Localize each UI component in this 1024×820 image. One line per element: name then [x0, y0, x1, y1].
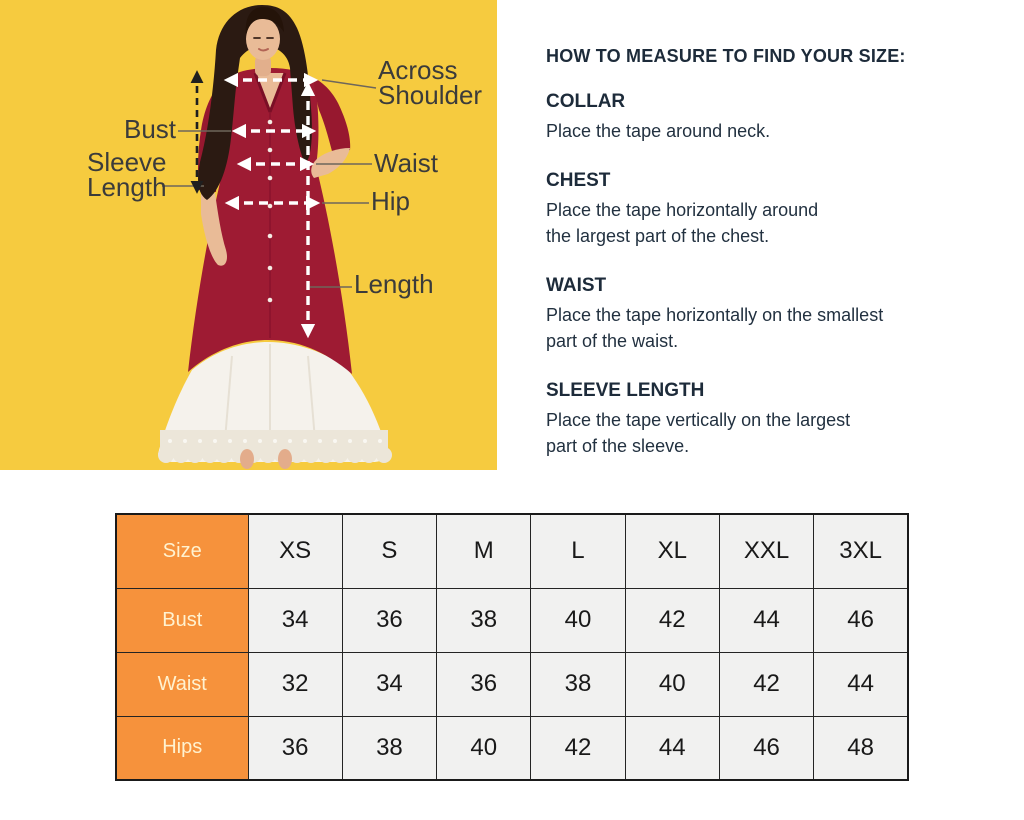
right-sleeve: [311, 78, 351, 178]
body-line: Place the tape horizontally around: [546, 200, 819, 220]
size-value-cell: 46: [718, 715, 815, 781]
size-value-cell: 32: [247, 651, 343, 717]
size-value-cell: 34: [341, 651, 438, 717]
leader-lines: [162, 79, 377, 288]
size-value-cell: 42: [718, 651, 815, 717]
size-value-cell: 48: [813, 715, 909, 781]
table-row: Waist 32 34 36 38 40 42 44: [115, 651, 909, 717]
row-label: Bust: [115, 587, 249, 653]
section-body: Place the tape around neck.: [546, 118, 978, 144]
section-title: COLLAR: [546, 91, 626, 112]
size-chart-body: Bust 34 36 38 40 42 44 46 Waist 32 34 36 38 40 42 44 Hip…: [115, 587, 909, 781]
size-value-cell: 36: [341, 587, 438, 653]
table-row: Bust 34 36 38 40 42 44 46: [115, 587, 909, 653]
section-body: Place the tape horizontally on the small…: [546, 302, 978, 354]
size-value-cell: 36: [436, 651, 532, 717]
body-line: Place the tape vertically on the largest: [546, 410, 851, 430]
measurement-hero: Across Shoulder Bust Sleeve Length Waist…: [0, 0, 905, 470]
body-line: part of the sleeve.: [546, 436, 690, 456]
howto-section-sleeve-length: SLEEVE LENGTH Place the tape vertically …: [546, 380, 978, 459]
body-line: Place the tape around neck.: [546, 121, 771, 141]
yellow-background-panel: Across Shoulder Bust Sleeve Length Waist…: [0, 0, 497, 470]
size-value-cell: 42: [530, 715, 626, 781]
howto-section-collar: COLLAR Place the tape around neck.: [546, 91, 978, 144]
head: [198, 5, 312, 200]
lace-trim: [158, 430, 392, 463]
section-body: Place the tape horizontally around the l…: [546, 197, 978, 249]
size-column-header: XXL: [718, 513, 815, 589]
section-body: Place the tape vertically on the largest…: [546, 407, 978, 459]
size-column-header: XL: [624, 513, 720, 589]
size-corner-header: Size: [115, 513, 249, 589]
left-forearm: [201, 193, 228, 266]
size-column-header: M: [436, 513, 532, 589]
size-value-cell: 34: [247, 587, 343, 653]
size-chart-head: Size XS S M L XL XXL 3XL: [115, 513, 909, 589]
size-column-header: 3XL: [813, 513, 909, 589]
hair: [198, 5, 312, 200]
face: [246, 18, 280, 60]
table-row: Hips 36 38 40 42 44 46 48: [115, 715, 909, 781]
howto-section-chest: CHEST Place the tape horizontally around…: [546, 170, 978, 249]
size-value-cell: 38: [436, 587, 532, 653]
body-line: Place the tape horizontally on the small…: [546, 305, 884, 325]
size-value-cell: 38: [341, 715, 438, 781]
size-value-cell: 46: [813, 587, 909, 653]
table-header-row: Size XS S M L XL XXL 3XL: [115, 513, 909, 589]
howto-heading: HOW TO MEASURE TO FIND YOUR SIZE:: [546, 46, 906, 66]
measure-instructions: HOW TO MEASURE TO FIND YOUR SIZE: COLLAR…: [546, 45, 978, 485]
body-line: the largest part of the chest.: [546, 226, 770, 246]
right-forearm: [311, 148, 350, 178]
section-title: CHEST: [546, 170, 611, 191]
size-value-cell: 42: [624, 587, 720, 653]
size-value-cell: 40: [624, 651, 720, 717]
row-label: Hips: [115, 715, 249, 781]
howto-section-waist: WAIST Place the tape horizontally on the…: [546, 275, 978, 354]
row-label: Waist: [115, 651, 249, 717]
size-chart: Size XS S M L XL XXL 3XL Bust 34 36 38 40 42 44 46 Wais…: [115, 513, 909, 781]
size-value-cell: 40: [436, 715, 532, 781]
model-illustration: [158, 5, 392, 469]
hair-front: [245, 7, 284, 36]
size-column-header: L: [530, 513, 626, 589]
size-value-cell: 38: [530, 651, 626, 717]
size-chart-table: Size XS S M L XL XXL 3XL Bust 34 36 38 40 42 44 46 Wais…: [115, 513, 909, 781]
size-value-cell: 44: [624, 715, 720, 781]
size-column-header: S: [341, 513, 438, 589]
size-value-cell: 44: [718, 587, 815, 653]
feet: [240, 449, 292, 469]
size-value-cell: 36: [247, 715, 343, 781]
size-column-header: XS: [247, 513, 343, 589]
size-value-cell: 40: [530, 587, 626, 653]
section-title: SLEEVE LENGTH: [546, 380, 705, 401]
body-line: part of the waist.: [546, 331, 679, 351]
size-value-cell: 44: [813, 651, 909, 717]
section-title: WAIST: [546, 275, 607, 296]
